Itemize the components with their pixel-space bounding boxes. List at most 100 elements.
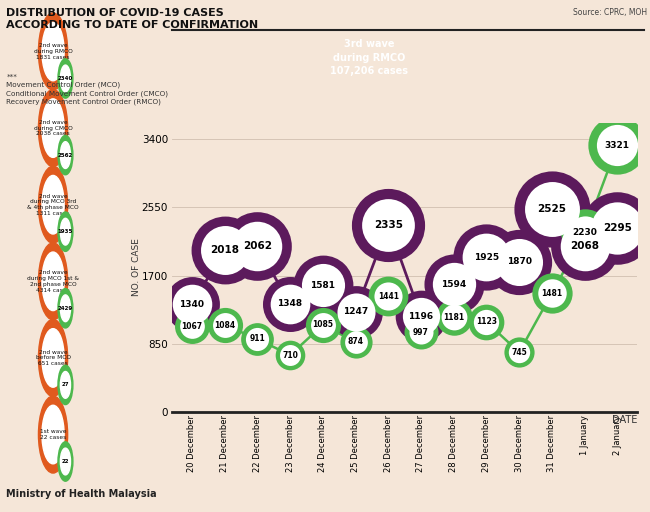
Point [318, 321, 328, 329]
Point [416, 312, 426, 320]
Point [350, 338, 361, 346]
Text: 3rd wave
during RMCO
107,206 cases: 3rd wave during RMCO 107,206 cases [330, 39, 408, 76]
Text: 1441: 1441 [378, 292, 398, 301]
Text: 745: 745 [512, 348, 527, 357]
Point [220, 246, 230, 254]
Point [416, 328, 426, 336]
Circle shape [42, 252, 64, 311]
Text: 2230: 2230 [572, 228, 597, 238]
Point [448, 313, 459, 322]
Point [448, 313, 459, 322]
Point [448, 280, 459, 288]
Point [383, 228, 393, 236]
Text: 2018: 2018 [210, 245, 239, 255]
Text: 2295: 2295 [603, 223, 632, 233]
Text: 2068: 2068 [570, 241, 599, 251]
Circle shape [58, 59, 73, 98]
Circle shape [42, 329, 64, 387]
Point [514, 258, 525, 266]
Y-axis label: NO. OF CASE: NO. OF CASE [132, 239, 140, 296]
Point [220, 253, 230, 261]
Point [318, 281, 328, 289]
Point [350, 338, 361, 346]
Circle shape [60, 295, 70, 322]
Point [579, 242, 590, 250]
Point [285, 351, 295, 359]
Point [612, 224, 623, 232]
Text: 1581: 1581 [310, 281, 335, 290]
Circle shape [58, 289, 73, 328]
Point [318, 287, 328, 295]
Point [612, 231, 623, 239]
Point [514, 348, 525, 356]
Point [285, 300, 295, 308]
Text: Source: CPRC, MOH: Source: CPRC, MOH [573, 8, 647, 17]
Point [514, 258, 525, 266]
Point [612, 141, 623, 150]
Point [481, 318, 491, 326]
Point [252, 335, 263, 343]
Point [383, 292, 393, 301]
Text: 1870: 1870 [507, 258, 532, 266]
Circle shape [38, 319, 68, 396]
Point [416, 317, 426, 326]
Text: 2525: 2525 [538, 204, 566, 214]
Text: 2nd wave
during MCO 3rd
& 4th phase MCO
1311 cases: 2nd wave during MCO 3rd & 4th phase MCO … [27, 194, 79, 216]
Text: 997: 997 [413, 328, 429, 336]
Text: 27: 27 [62, 382, 70, 388]
Text: 2nd wave
before MCO
651 cases: 2nd wave before MCO 651 cases [36, 350, 71, 366]
Point [481, 253, 491, 262]
Text: 1196: 1196 [408, 312, 434, 321]
Point [318, 281, 328, 289]
Point [383, 221, 393, 229]
Text: DATE: DATE [612, 415, 637, 425]
Text: 2340: 2340 [58, 76, 73, 81]
Text: 2062: 2062 [243, 242, 272, 251]
Text: 874: 874 [348, 337, 363, 347]
Point [220, 246, 230, 254]
Circle shape [60, 142, 70, 168]
Text: 1084: 1084 [214, 321, 235, 330]
Point [350, 308, 361, 316]
Text: 1481: 1481 [541, 289, 562, 297]
Circle shape [38, 13, 68, 90]
Point [514, 348, 525, 356]
Text: 911: 911 [250, 334, 265, 344]
Text: 710: 710 [282, 351, 298, 359]
Text: 2335: 2335 [374, 220, 403, 229]
Point [547, 289, 557, 297]
Point [187, 301, 197, 309]
Text: 1085: 1085 [312, 321, 333, 330]
Text: 2nd wave
during MCO 1st &
2nd phase MCO
4314 cases: 2nd wave during MCO 1st & 2nd phase MCO … [27, 270, 79, 292]
Point [252, 242, 263, 250]
Point [383, 292, 393, 301]
Point [252, 249, 263, 258]
Point [448, 280, 459, 288]
Circle shape [38, 243, 68, 320]
Text: 1st wave
22 cases: 1st wave 22 cases [40, 429, 66, 440]
Point [481, 253, 491, 262]
Point [579, 229, 590, 237]
Circle shape [58, 212, 73, 251]
Text: Ministry of Health Malaysia: Ministry of Health Malaysia [6, 489, 157, 499]
Circle shape [60, 448, 70, 475]
Text: 22: 22 [62, 459, 69, 464]
Point [350, 308, 361, 316]
Point [579, 242, 590, 250]
Point [187, 306, 197, 314]
Circle shape [38, 90, 68, 166]
Point [612, 141, 623, 150]
Point [579, 229, 590, 237]
Text: 1935: 1935 [58, 229, 73, 234]
Circle shape [60, 65, 70, 92]
Point [547, 205, 557, 214]
Circle shape [58, 365, 73, 404]
Text: 1067: 1067 [181, 322, 202, 331]
Text: DISTRIBUTION OF COVID-19 CASES
ACCORDING TO DATE OF CONFIRMATION: DISTRIBUTION OF COVID-19 CASES ACCORDING… [6, 8, 259, 30]
Text: 3321: 3321 [605, 141, 630, 150]
Circle shape [58, 135, 73, 175]
Text: ***
Movement Control Order (MCO)
Conditional Movement Control Order (CMCO)
Recov: *** Movement Control Order (MCO) Conditi… [6, 74, 168, 105]
Point [187, 323, 197, 331]
Text: 1348: 1348 [278, 300, 303, 308]
Text: 1181: 1181 [443, 313, 464, 322]
